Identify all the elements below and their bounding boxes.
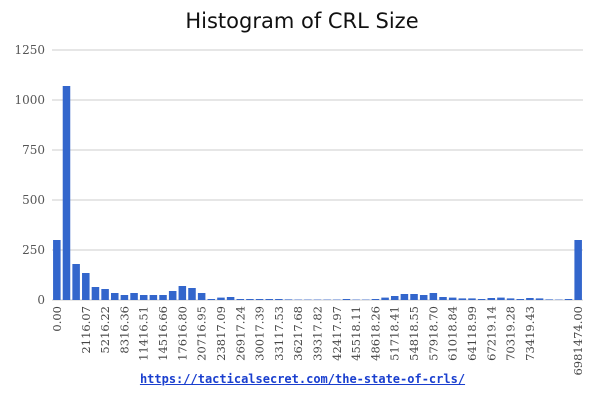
histogram-bar: [188, 288, 196, 300]
x-tick-label: 70319.28: [504, 306, 518, 361]
histogram-bar: [574, 240, 582, 300]
histogram-bar: [159, 295, 167, 300]
x-tick-label: 17616.80: [175, 306, 189, 361]
histogram-bar: [516, 299, 525, 300]
x-tick-label: 36217.68: [291, 306, 305, 361]
y-tick-label: 500: [22, 193, 45, 207]
histogram-bar: [448, 297, 457, 300]
histogram-bar: [468, 298, 476, 300]
x-tick-label: 48618.26: [368, 306, 382, 361]
histogram-bar: [101, 289, 109, 300]
histogram-bar: [120, 295, 129, 300]
source-link[interactable]: https://tacticalsecret.com/the-state-of-…: [139, 372, 466, 386]
gridlines: [52, 49, 583, 301]
x-tick-label: 51718.41: [388, 306, 402, 361]
histogram-bar: [458, 298, 467, 300]
x-tick-label: 0.00: [50, 306, 64, 332]
histogram-bar: [197, 293, 206, 300]
y-tick-label: 1250: [14, 43, 45, 57]
histogram-bar: [178, 286, 187, 300]
x-tick-label: 6981474.00: [571, 306, 585, 376]
x-tick-label: 14516.66: [156, 306, 170, 361]
histogram-bar: [265, 299, 273, 300]
histogram-bar: [217, 297, 225, 300]
x-tick-label: 26917.24: [233, 306, 247, 361]
x-tick-label: 64118.99: [465, 306, 479, 361]
histogram-bar: [477, 299, 486, 300]
histogram-bar: [236, 299, 245, 300]
histogram-bar: [130, 293, 138, 300]
histogram-bar: [381, 297, 389, 300]
x-tick-label: 57918.70: [426, 306, 440, 361]
y-tick-label: 250: [22, 243, 45, 257]
x-tick-label: 61018.84: [446, 306, 460, 361]
histogram-bar: [371, 299, 380, 300]
histogram-bar: [110, 293, 119, 300]
x-tick-label: 45518.11: [349, 306, 363, 361]
x-tick-label: 23817.09: [214, 306, 228, 361]
histogram-bar: [410, 294, 418, 300]
x-tick-label: 39317.82: [311, 306, 325, 361]
x-tick-label: 54818.55: [407, 306, 421, 361]
y-tick-label: 0: [37, 293, 45, 307]
x-tick-label: 42417.97: [330, 306, 344, 361]
histogram-bar: [497, 297, 505, 300]
histogram-bar: [506, 298, 515, 300]
x-tick-label: 33117.53: [272, 306, 286, 361]
histogram-bar: [439, 297, 447, 300]
chart-title: Histogram of CRL Size: [185, 9, 418, 33]
histogram-bar: [275, 299, 283, 300]
histogram-bar: [62, 86, 71, 300]
histogram-bar: [429, 293, 438, 300]
histogram-bar: [207, 299, 216, 300]
histogram-bar: [226, 297, 235, 300]
histogram-bar: [526, 298, 534, 300]
histogram-bar: [342, 299, 351, 300]
x-tick-label: 30017.39: [253, 306, 267, 361]
histogram-bar: [82, 273, 90, 300]
histogram-bar: [487, 298, 496, 300]
y-tick-label: 750: [22, 143, 45, 157]
histogram-bar: [564, 299, 573, 300]
y-tick-label: 1000: [14, 93, 45, 107]
histogram-bar: [535, 298, 544, 300]
histogram-bar: [400, 294, 409, 300]
x-tick-label: 20716.95: [195, 306, 209, 361]
histogram-bar: [149, 295, 158, 300]
x-tick-label: 11416.51: [137, 306, 151, 361]
histogram-bar: [168, 291, 177, 300]
histogram-bars: [53, 86, 582, 300]
histogram-bar: [284, 299, 293, 300]
histogram-bar: [545, 299, 553, 300]
x-tick-label: 73419.43: [523, 306, 537, 361]
x-tick-label: 8316.36: [117, 306, 131, 354]
histogram-bar: [53, 240, 61, 300]
histogram-bar: [246, 299, 254, 300]
x-tick-label: 67219.14: [484, 306, 498, 361]
histogram-bar: [72, 264, 80, 300]
histogram-bar: [255, 299, 264, 300]
x-tick-label: 2116.07: [79, 306, 93, 354]
x-axis-ticks: 0.00 2116.07 5216.22 8316.36 11416.51 14516.6…: [50, 306, 585, 376]
histogram-bar: [390, 296, 399, 300]
histogram-bar: [139, 295, 148, 300]
x-tick-label: 5216.22: [98, 306, 112, 354]
y-axis-ticks: 0 250 500 750 1000 1250: [14, 43, 45, 307]
histogram-bar: [91, 287, 100, 300]
histogram-bar: [419, 295, 428, 300]
